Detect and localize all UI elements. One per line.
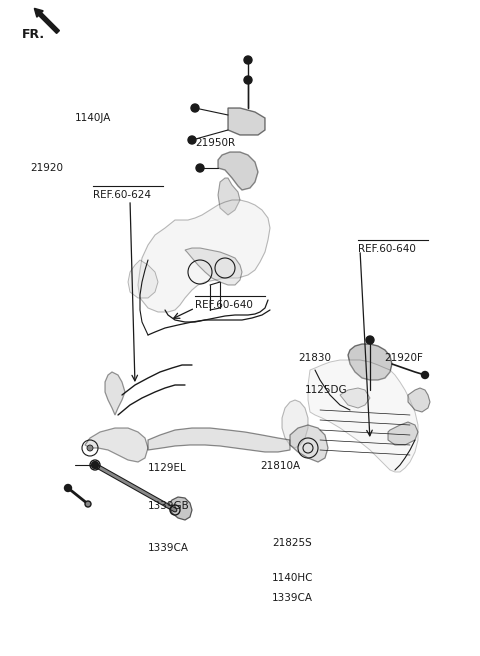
Text: 21920F: 21920F	[384, 353, 423, 363]
Circle shape	[64, 485, 72, 491]
Circle shape	[85, 501, 91, 507]
Text: 21825S: 21825S	[272, 538, 312, 548]
Text: REF.60-640: REF.60-640	[358, 244, 416, 254]
Text: 21920: 21920	[30, 163, 63, 173]
Polygon shape	[408, 388, 430, 412]
Polygon shape	[308, 360, 418, 472]
Circle shape	[244, 56, 252, 64]
Polygon shape	[282, 400, 308, 448]
Text: REF.60-624: REF.60-624	[93, 190, 151, 200]
Polygon shape	[290, 425, 328, 462]
Circle shape	[421, 371, 429, 379]
Circle shape	[191, 104, 199, 112]
Text: 1140JA: 1140JA	[75, 113, 111, 123]
Circle shape	[92, 462, 98, 468]
Polygon shape	[228, 108, 265, 135]
Circle shape	[196, 164, 204, 172]
Polygon shape	[105, 372, 125, 415]
Circle shape	[366, 336, 374, 344]
Polygon shape	[348, 344, 392, 380]
Polygon shape	[388, 422, 418, 445]
Text: 21830: 21830	[298, 353, 331, 363]
Text: FR.: FR.	[22, 28, 45, 41]
Polygon shape	[340, 388, 370, 408]
Circle shape	[87, 445, 93, 451]
Text: 1129EL: 1129EL	[148, 463, 187, 473]
Text: 21950R: 21950R	[195, 138, 235, 148]
Polygon shape	[128, 260, 158, 298]
Polygon shape	[185, 248, 242, 285]
Polygon shape	[168, 497, 192, 520]
Circle shape	[244, 76, 252, 84]
FancyArrow shape	[35, 9, 60, 33]
Text: 21810A: 21810A	[260, 461, 300, 471]
Polygon shape	[148, 428, 290, 452]
Circle shape	[188, 136, 196, 144]
Text: 1140HC: 1140HC	[272, 573, 313, 583]
Text: 1339CA: 1339CA	[272, 593, 313, 603]
Polygon shape	[85, 428, 148, 462]
Polygon shape	[218, 178, 240, 215]
Text: 1125DG: 1125DG	[305, 385, 348, 395]
Text: REF.60-640: REF.60-640	[195, 300, 253, 310]
Polygon shape	[218, 152, 258, 190]
Text: 1339GB: 1339GB	[148, 501, 190, 511]
Polygon shape	[138, 200, 270, 312]
Text: 1339CA: 1339CA	[148, 543, 189, 553]
